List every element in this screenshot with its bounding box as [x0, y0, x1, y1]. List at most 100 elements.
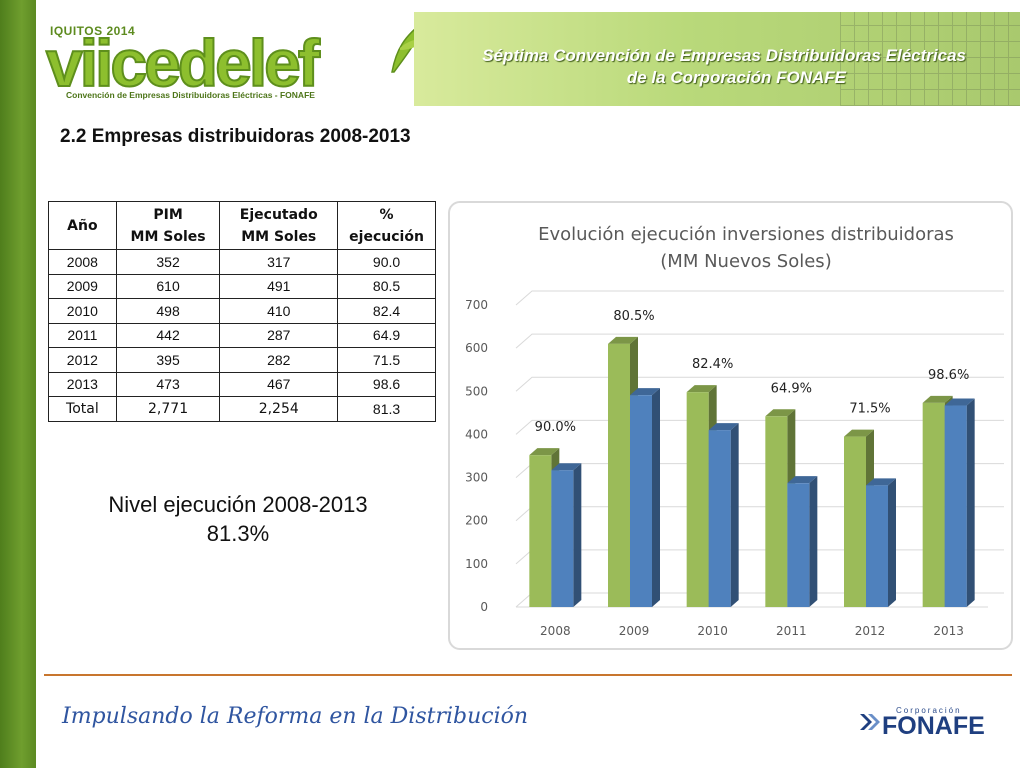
bar-executed: [630, 395, 652, 607]
footer-motto: Impulsando la Reforma en la Distribución: [62, 704, 529, 729]
bar-top: [787, 476, 818, 484]
cell-year: 2012: [48, 347, 117, 373]
bar-side: [730, 423, 739, 607]
bar-pim: [765, 416, 788, 607]
summary-value: 81.3%: [206, 521, 270, 546]
header-banner: Séptima Convención de Empresas Distribui…: [414, 12, 1020, 106]
bar-top: [944, 398, 975, 406]
bar-top: [686, 385, 717, 393]
bar-top: [922, 395, 953, 403]
cell-total-percent: 81.3: [337, 396, 436, 422]
bar-top: [765, 409, 796, 417]
cell-year: 2013: [48, 371, 117, 397]
bar-top: [708, 423, 739, 431]
bar-side: [573, 463, 582, 607]
bar-side: [809, 476, 818, 607]
table-row: 2012 395 282 71.5: [48, 347, 436, 373]
gridline: [515, 419, 1004, 435]
bar-top: [630, 388, 660, 396]
bar-top: [551, 463, 582, 471]
x-tick-label: 2012: [855, 624, 886, 638]
bar-pim: [529, 455, 552, 607]
x-tick-label: 2009: [619, 624, 650, 638]
cell-total-label: Total: [48, 396, 117, 422]
bar-executed: [787, 483, 810, 607]
x-tick-label: 2011: [776, 624, 807, 638]
cell-total-pim: 2,771: [115, 396, 221, 422]
cell-executed: 317: [219, 249, 339, 275]
data-label: 82.4%: [692, 357, 733, 372]
cell-year: 2008: [48, 249, 117, 275]
bar-executed: [708, 430, 731, 607]
cell-pim: 498: [115, 298, 221, 324]
footer-divider: [44, 674, 1012, 676]
cell-percent: 71.5: [337, 347, 436, 373]
cell-percent: 90.0: [337, 249, 436, 275]
cell-pim: 352: [115, 249, 221, 275]
y-tick-label: 400: [465, 427, 488, 441]
event-logo: viicedelef IQUITOS 2014 Convención de Em…: [40, 10, 428, 106]
table-header-row: Año PIM MM Soles Ejecutado MM Soles % ejecu…: [48, 201, 436, 250]
fonafe-wordmark: FONAFE: [882, 712, 985, 740]
bar-executed: [551, 470, 574, 607]
cell-executed: 467: [219, 371, 339, 397]
logo-wordmark: viicedelef: [45, 26, 321, 100]
bar-pim: [686, 392, 709, 607]
table-row: 2008 352 317 90.0: [48, 249, 436, 275]
table-row: 2009 610 491 80.5: [48, 273, 436, 299]
logo-event-city: IQUITOS 2014: [50, 24, 136, 38]
logo-subtitle: Convención de Empresas Distribuidoras El…: [66, 90, 315, 100]
cell-pim: 395: [115, 347, 221, 373]
cell-percent: 82.4: [337, 298, 436, 324]
chart-subtitle: (MM Nuevos Soles): [660, 251, 831, 272]
banner-title-line2: de la Corporación FONAFE: [626, 68, 846, 87]
bar-top: [529, 448, 560, 456]
cell-executed: 287: [219, 322, 339, 348]
data-label: 98.6%: [928, 368, 969, 383]
header-percent: % ejecución: [337, 201, 436, 250]
data-label: 90.0%: [535, 420, 576, 435]
bar-executed: [944, 405, 967, 607]
y-tick-label: 0: [480, 600, 488, 614]
cell-percent: 64.9: [337, 322, 436, 348]
bar-pim: [922, 402, 945, 607]
chart-panel: 0 100 200 300 400 500 600 700 2008 90.0% 2009 80.5%…: [448, 201, 1013, 650]
table-row: 2013 473 467 98.6: [48, 371, 436, 397]
bar-top: [608, 336, 638, 344]
cell-year: 2010: [48, 298, 117, 324]
header-year: Año: [48, 201, 117, 250]
y-tick-label: 700: [465, 298, 488, 312]
x-tick-label: 2013: [933, 624, 964, 638]
bar-executed: [866, 485, 888, 607]
bar-top: [844, 429, 874, 437]
fonafe-corporacion-label: Corporación: [896, 706, 962, 715]
chart-title: Evolución ejecución inversiones distribu…: [538, 224, 954, 245]
banner-title-line1: Séptima Convención de Empresas Distribui…: [482, 46, 966, 65]
cell-pim: 610: [115, 273, 221, 299]
cell-pim: 442: [115, 322, 221, 348]
bar-chart: 0 100 200 300 400 500 600 700 2008 90.0% 2009 80.5%…: [465, 224, 1004, 638]
execution-summary: Nivel ejecución 2008-2013 81.3%: [88, 490, 388, 548]
cell-executed: 491: [219, 273, 339, 299]
bar-side: [652, 388, 660, 607]
bar-pim: [608, 343, 630, 607]
gridline: [515, 290, 1004, 306]
cell-year: 2009: [48, 273, 117, 299]
table-row: 2010 498 410 82.4: [48, 298, 436, 324]
cell-percent: 80.5: [337, 273, 436, 299]
y-tick-label: 300: [465, 471, 488, 485]
power-lines-image: [840, 12, 1020, 106]
header-pim: PIM MM Soles: [115, 201, 221, 250]
gridline: [515, 376, 1004, 392]
y-tick-label: 600: [465, 341, 488, 355]
table-row: 2011 442 287 64.9: [48, 322, 436, 348]
cell-executed: 282: [219, 347, 339, 373]
summary-label: Nivel ejecución 2008-2013: [108, 492, 368, 517]
left-accent-bar: [0, 0, 36, 768]
cell-percent: 98.6: [337, 371, 436, 397]
bar-side: [888, 478, 896, 607]
cell-executed: 410: [219, 298, 339, 324]
bar-pim: [844, 436, 866, 607]
cell-pim: 473: [115, 371, 221, 397]
gridline: [515, 333, 1004, 349]
